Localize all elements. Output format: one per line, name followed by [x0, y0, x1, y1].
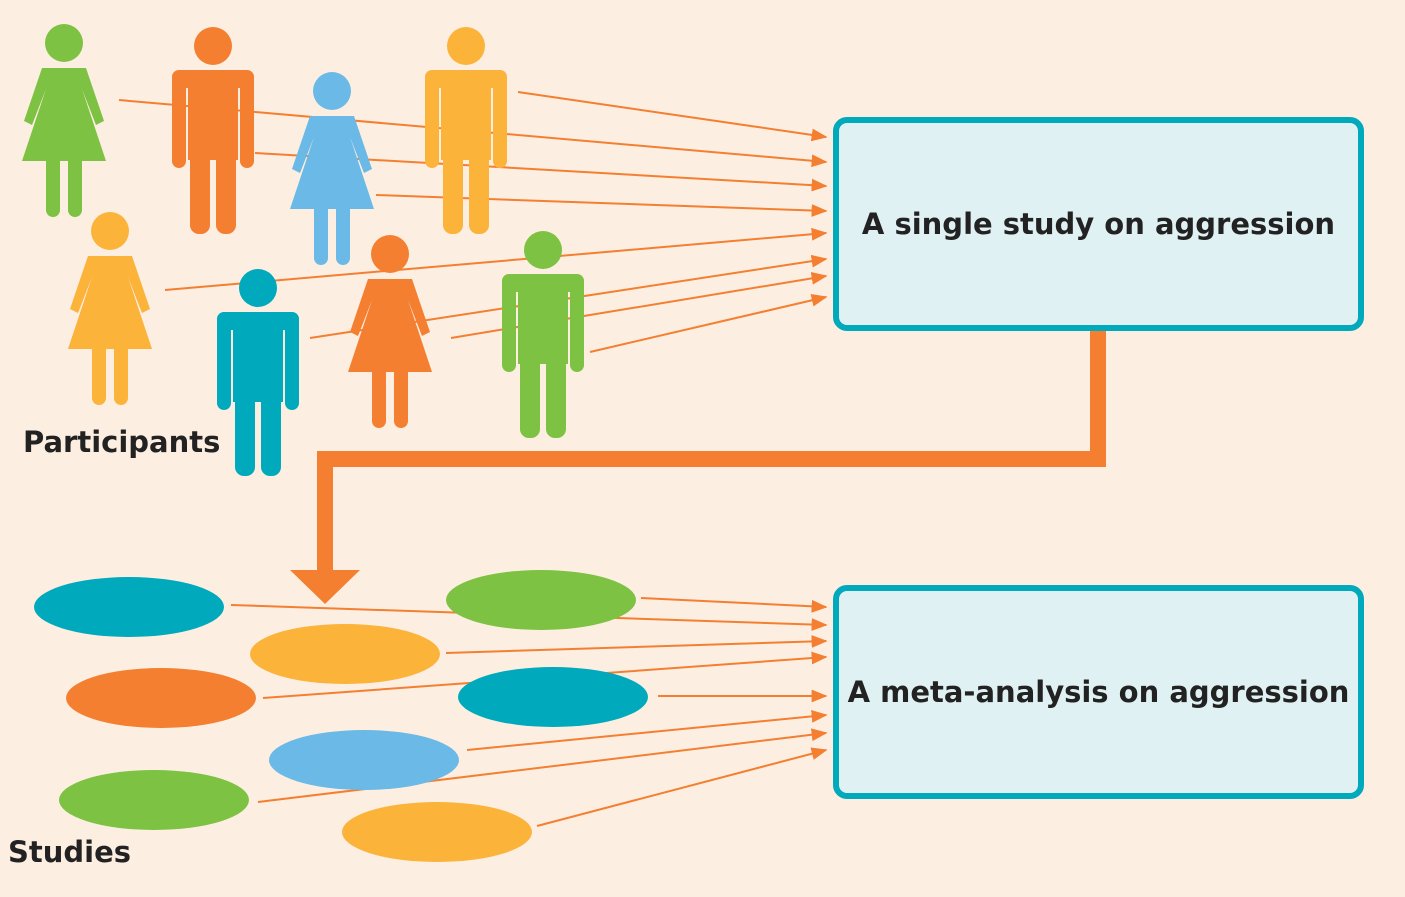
single-study-box: A single study on aggression	[833, 117, 1364, 331]
study-oval	[66, 668, 256, 728]
participant-male-icon	[217, 269, 299, 476]
participant-female-icon	[348, 235, 432, 428]
participant-female-icon	[290, 72, 374, 265]
flow-arrow	[517, 91, 828, 142]
study-oval	[59, 770, 249, 830]
study-oval	[458, 667, 648, 727]
participant-female-icon	[68, 212, 152, 405]
participant-female-icon	[22, 24, 106, 217]
participant-male-icon	[502, 231, 584, 438]
flow-arrow	[466, 710, 828, 751]
meta-analysis-box: A meta-analysis on aggression	[833, 585, 1364, 799]
single-study-label: A single study on aggression	[861, 207, 1336, 241]
flow-arrow	[640, 597, 828, 613]
study-oval	[250, 624, 440, 684]
connector-arrowhead	[290, 570, 360, 604]
study-oval	[34, 577, 224, 637]
studies-label: Studies	[8, 835, 132, 869]
connector-arrow	[290, 331, 1106, 604]
flow-arrow	[536, 747, 828, 827]
study-oval	[269, 730, 459, 790]
study-oval	[342, 802, 532, 862]
studies-group	[34, 570, 648, 862]
connector-line	[317, 331, 1106, 575]
participant-male-icon	[172, 27, 254, 234]
participant-male-icon	[425, 27, 507, 234]
flow-arrow	[445, 635, 828, 654]
participants-label: Participants	[23, 425, 221, 459]
flow-arrow	[589, 294, 828, 353]
flow-arrow	[257, 728, 828, 803]
participants-group	[22, 24, 584, 476]
study-oval	[446, 570, 636, 630]
meta-analysis-label: A meta-analysis on aggression	[847, 675, 1350, 709]
